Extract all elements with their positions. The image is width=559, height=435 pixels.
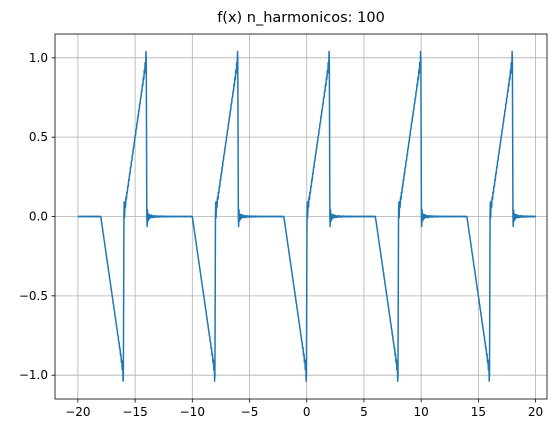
grid [55,34,547,399]
x-tick-label: 10 [413,405,428,419]
chart-title: f(x) n_harmonicos: 100 [217,10,385,26]
y-tick-label: 0.0 [29,210,48,224]
x-tick-label: 15 [471,405,486,419]
x-tick-label: 20 [528,405,543,419]
x-tick-label: −10 [180,405,205,419]
x-tick-label: −5 [241,405,259,419]
y-tick-label: −1.0 [19,368,48,382]
x-axis: −20 −15 −10 −5 0 5 10 15 20 [65,399,543,419]
y-tick-label: 1.0 [29,51,48,65]
plot-frame [54,33,548,400]
series-line [77,50,537,382]
y-tick-label: −0.5 [19,289,48,303]
x-tick-label: 0 [303,405,311,419]
x-tick-label: 5 [360,405,368,419]
y-tick-label: 0.5 [29,130,48,144]
x-tick-label: −20 [65,405,90,419]
y-axis: −1.0 −0.5 0.0 0.5 1.0 [19,51,55,382]
x-tick-label: −15 [122,405,147,419]
